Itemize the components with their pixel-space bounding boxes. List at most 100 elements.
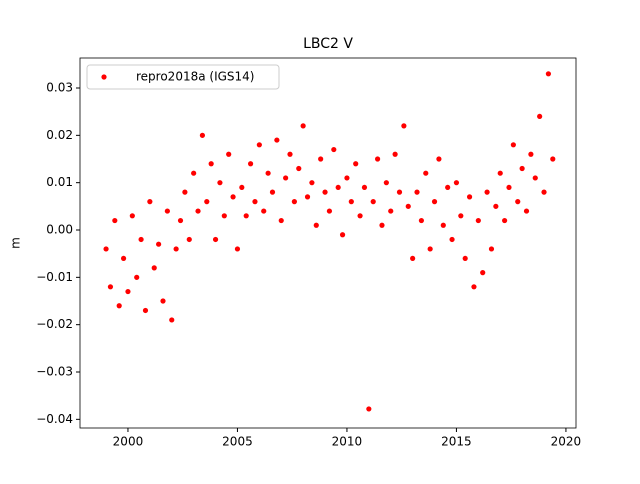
data-point [112,217,118,224]
data-point [414,189,420,195]
data-point [129,213,135,219]
data-point [182,189,188,195]
data-point [405,203,411,209]
data-point [541,189,547,195]
x-tick-label: 2010 [332,435,363,449]
data-point [234,246,241,252]
data-point [388,208,394,214]
legend-box [86,64,280,90]
data-point [523,208,530,214]
data-point [278,217,284,224]
x-tick-label: 2000 [113,435,144,449]
data-point [537,113,543,120]
data-point [204,199,210,205]
data-point [497,170,503,176]
data-point [269,189,276,195]
data-point [339,232,346,238]
data-point [335,184,341,191]
data-point [366,406,372,412]
data-point [519,165,525,172]
data-point [550,156,556,162]
data-point [475,217,481,224]
data-point [186,236,192,243]
data-point [169,317,175,323]
data-point [309,180,315,186]
data-point [261,208,267,214]
data-point [545,71,552,77]
data-point [304,194,311,200]
data-point [125,288,131,295]
data-point [164,208,170,214]
legend-marker [101,74,107,80]
data-point [252,199,258,205]
data-point [134,274,140,280]
y-tick-label: −0.01 [36,270,73,284]
data-point [401,123,407,129]
chart-title: LBC2 V [303,36,353,52]
y-tick-label: −0.02 [36,317,73,331]
x-tick-label: 2015 [441,435,472,449]
data-point [274,137,280,143]
y-tick-label: 0.03 [46,81,73,95]
data-point [440,222,446,228]
data-point [410,255,416,262]
data-point [116,303,122,309]
data-point [471,284,477,290]
data-point [313,222,319,228]
data-point [353,161,359,167]
data-point [138,236,144,243]
y-tick-label: −0.04 [36,412,73,426]
data-point [506,184,512,191]
data-point [221,213,227,219]
data-point [296,165,302,172]
data-point [458,213,464,219]
data-point [493,203,499,209]
data-point [147,199,153,205]
data-point [195,208,201,214]
data-point [484,189,490,195]
legend-label: repro2018a (IGS14) [136,70,254,84]
data-point [431,199,438,205]
data-point [445,184,451,191]
data-point [226,151,232,157]
data-point [396,189,403,195]
data-point [322,189,328,195]
data-point [177,217,184,224]
x-tick-label: 2005 [222,435,253,449]
data-point [436,156,442,162]
data-point [230,194,236,200]
data-point [243,213,249,219]
data-point [247,161,254,167]
data-point [423,170,429,176]
data-point [466,194,473,200]
data-point [300,123,306,129]
data-point [488,246,495,252]
data-point [383,180,389,186]
data-point [283,175,289,181]
data-point [427,246,433,252]
data-point [462,255,468,262]
y-tick-label: −0.03 [36,365,73,379]
data-point [265,170,271,176]
data-point [239,184,245,191]
y-axis-label: m [9,237,23,249]
y-tick-label: 0.00 [46,223,73,237]
data-point [217,180,223,186]
data-point [326,208,333,214]
data-point [107,284,114,290]
data-point [348,199,354,205]
data-point [515,199,521,205]
data-point [418,217,424,224]
data-point [120,255,127,262]
data-point [392,151,398,157]
data-point [357,213,363,219]
plot-frame [79,57,577,429]
data-point [532,175,538,181]
data-point [156,241,162,247]
data-point [142,307,149,314]
data-point [160,298,166,304]
data-point [344,175,350,181]
data-point [191,170,197,176]
data-point [375,156,381,162]
